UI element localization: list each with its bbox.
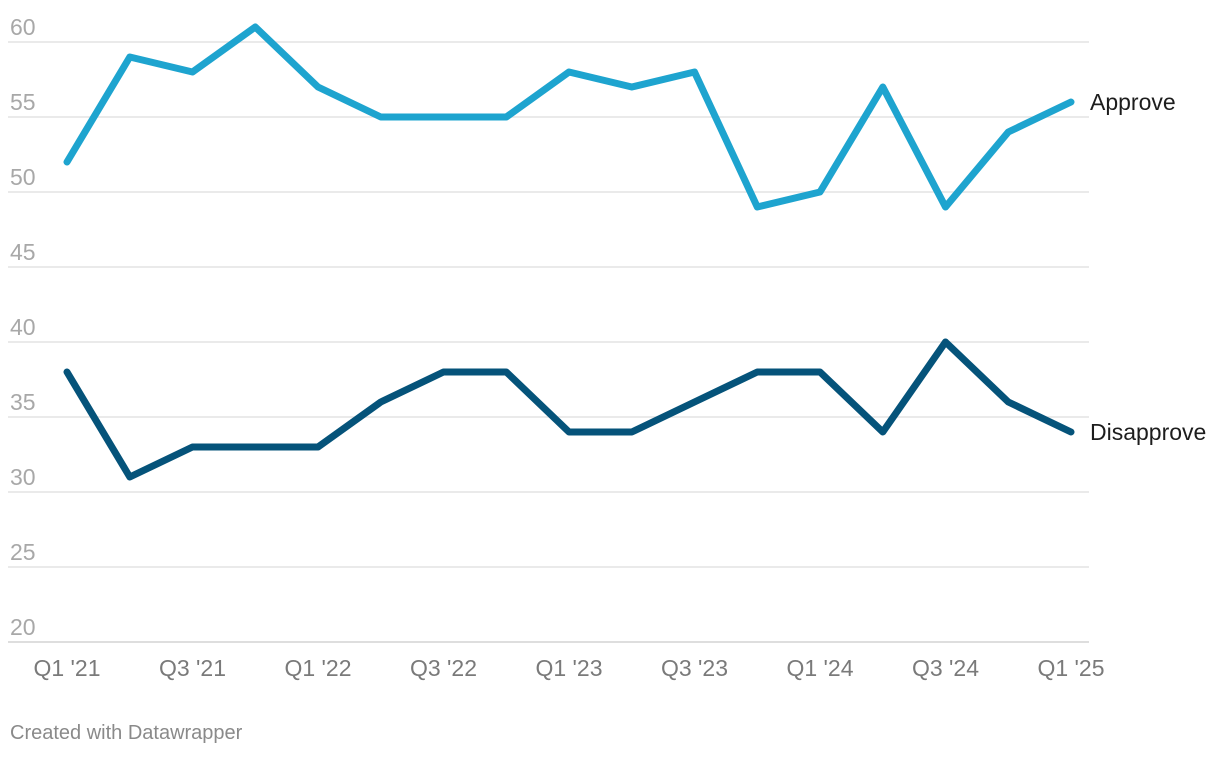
series-label-disapprove: Disapprove — [1090, 419, 1206, 445]
y-tick-label-20: 20 — [10, 614, 36, 640]
x-tick-label: Q3 '21 — [159, 655, 226, 681]
x-tick-label: Q1 '21 — [33, 655, 100, 681]
y-tick-label-30: 30 — [10, 464, 36, 490]
x-tick-label: Q3 '23 — [661, 655, 728, 681]
y-tick-label-45: 45 — [10, 239, 36, 265]
y-tick-label-60: 60 — [10, 14, 36, 40]
y-tick-label-25: 25 — [10, 539, 36, 565]
y-axis-labels: 20 25 30 35 40 45 50 55 60 — [10, 14, 36, 640]
x-tick-label: Q1 '25 — [1037, 655, 1104, 681]
x-tick-label: Q1 '22 — [284, 655, 351, 681]
x-tick-label: Q1 '24 — [786, 655, 853, 681]
series-label-approve: Approve — [1090, 89, 1176, 115]
x-tick-label: Q1 '23 — [535, 655, 602, 681]
y-tick-label-35: 35 — [10, 389, 36, 415]
x-axis-labels: Q1 '21 Q3 '21 Q1 '22 Q3 '22 Q1 '23 Q3 '23 Q1 '… — [33, 655, 1104, 681]
grid-layer — [8, 41, 1089, 643]
x-tick-label: Q3 '24 — [912, 655, 979, 681]
y-tick-label-40: 40 — [10, 314, 36, 340]
y-tick-label-50: 50 — [10, 164, 36, 190]
series-labels: Approve Disapprove — [1090, 89, 1206, 445]
series-line-disapprove[interactable] — [63, 338, 1075, 481]
series-layer — [63, 23, 1075, 481]
y-tick-label-55: 55 — [10, 89, 36, 115]
x-tick-label: Q3 '22 — [410, 655, 477, 681]
credit-text[interactable]: Created with Datawrapper — [10, 722, 243, 744]
